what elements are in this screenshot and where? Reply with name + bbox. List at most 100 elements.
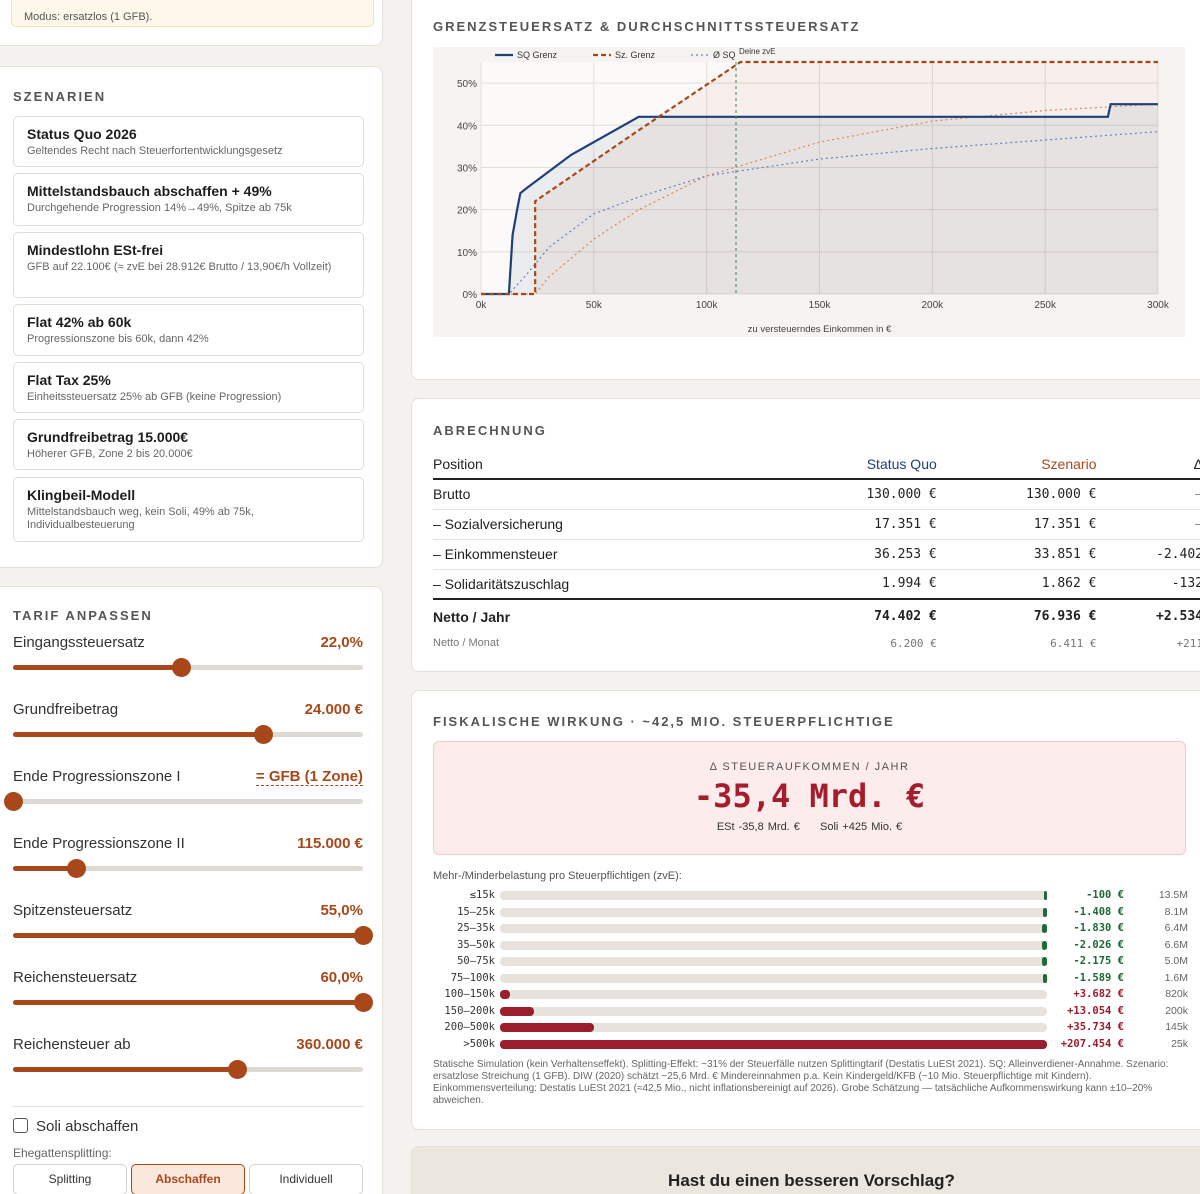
series-line: [481, 103, 1159, 295]
distribution-row: 35–50k -2.026 € 6.6M: [433, 939, 1198, 953]
distribution-category: ≤15k: [469, 889, 495, 901]
slider-fill: [13, 1000, 363, 1005]
scenario-desc: GFB auf 22.100€ (≈ zvE bei 28.912€ Brutt…: [27, 261, 332, 273]
row-sz: 17.351 €: [936, 509, 1097, 540]
row-sz: 6.411 €: [1050, 636, 1097, 650]
cta-card[interactable]: Hast du einen besseren Vorschlag?: [411, 1146, 1200, 1194]
scenario-desc: Geltendes Recht nach Steuerfortentwicklu…: [27, 145, 283, 157]
distribution-category: >500k: [463, 1037, 495, 1050]
slider-track[interactable]: [13, 993, 373, 1012]
x-tick-label: 0k: [476, 300, 488, 311]
distribution-bar: [1042, 924, 1047, 933]
slider-thumb[interactable]: [4, 792, 23, 811]
slider-row: Reichensteuer ab 360.000 €: [13, 1036, 363, 1079]
slider-thumb[interactable]: [67, 859, 86, 878]
slider-track[interactable]: [4, 792, 363, 811]
distribution-bar: [1041, 940, 1047, 950]
slider-label: Ende Progressionszone II: [13, 835, 185, 852]
distribution-count: 1.6M: [1164, 971, 1188, 984]
status-quo-area: [481, 104, 1158, 294]
y-tick-label: 10%: [457, 248, 477, 259]
scenario-title: Flat Tax 25%: [27, 372, 111, 388]
scenario-status-quo[interactable]: Status Quo 2026 Geltendes Recht nach Ste…: [13, 116, 364, 167]
soli-checkbox-row[interactable]: Soli abschaffen: [13, 1118, 138, 1135]
slider-thumb[interactable]: [172, 658, 191, 677]
splitting-option-splitting[interactable]: Splitting: [13, 1164, 127, 1194]
splitting-label: Ehegattensplitting:: [13, 1146, 112, 1160]
slider-thumb[interactable]: [354, 926, 373, 945]
legend-label: Sz. Grenz: [615, 50, 656, 60]
chart-title: GRENZSTEUERSATZ & DURCHSCHNITTSSTEUERSAT…: [433, 19, 861, 34]
distribution-category: 35–50k: [457, 938, 495, 951]
slider-track[interactable]: [13, 725, 363, 744]
splitting-option-abschaffen[interactable]: Abschaffen: [131, 1164, 245, 1194]
impact-est: ESt -35,8 Mrd. €: [716, 821, 800, 833]
slider-value[interactable]: 22,0%: [320, 634, 363, 651]
scenario-desc: Mittelstandsbauch weg, kein Soli, 49% ab…: [27, 506, 254, 531]
slider-thumb[interactable]: [254, 725, 274, 744]
distribution-category: 100–150k: [444, 988, 495, 1000]
y-tick-label: 30%: [457, 163, 477, 174]
slider-thumb[interactable]: [354, 993, 373, 1012]
row-sq: 36.253 €: [770, 539, 937, 570]
scenario-desc: Einheitssteuersatz 25% ab GFB (keine Pro…: [27, 391, 282, 403]
distribution-category: 150–200k: [444, 1004, 495, 1017]
distribution-amount: +35.734 €: [1067, 1021, 1124, 1033]
distribution-amount: +207.454 €: [1060, 1037, 1124, 1050]
slider-value[interactable]: 24.000 €: [304, 701, 363, 718]
distribution-amount: -2.026 €: [1073, 938, 1124, 951]
distribution-count: 25k: [1171, 1037, 1188, 1050]
slider-value[interactable]: 115.000 €: [297, 835, 363, 852]
impact-breakdown: ESt -35,8 Mrd. € Soli +425 Mio. €: [434, 821, 1185, 833]
slider-row: Ende Progressionszone I = GFB (1 Zone): [4, 768, 363, 811]
scenario-klingbeil[interactable]: Klingbeil-Modell Mittelstandsbauch weg, …: [13, 477, 364, 542]
distribution-category: 15–25k: [457, 905, 495, 918]
tax-rate-chart-card: GRENZSTEUERSATZ & DURCHSCHNITTSSTEUERSAT…: [411, 0, 1200, 380]
distribution-count: 145k: [1165, 1021, 1188, 1033]
slider-label: Grundfreibetrag: [13, 701, 119, 718]
distribution-bar-track: [500, 940, 1047, 950]
soli-checkbox[interactable]: [13, 1118, 28, 1133]
distribution-row: 75–100k -1.589 € 1.6M: [433, 972, 1198, 986]
col-szenario: Szenario: [936, 449, 1097, 480]
scenario-flat-tax[interactable]: Flat Tax 25% Einheitssteuersatz 25% ab G…: [13, 362, 364, 413]
scenario-mindestlohn[interactable]: Mindestlohn ESt-frei GFB auf 22.100€ (≈ …: [13, 232, 364, 298]
scenario-grundfreibetrag[interactable]: Grundfreibetrag 15.000€ Höherer GFB, Zon…: [13, 419, 364, 470]
table-row: Brutto 130.000 € 130.000 € –: [433, 479, 1200, 510]
row-sq: 74.402 €: [770, 598, 937, 633]
distribution-bar: [1042, 973, 1047, 983]
slider-value[interactable]: 60,0%: [320, 969, 363, 986]
scenario-title: Mindestlohn ESt-frei: [27, 242, 164, 258]
x-tick-label: 150k: [809, 300, 832, 311]
distribution-title: Mehr-/Minderbelastung pro Steuerpflichti…: [433, 870, 682, 882]
distribution-bar: [1044, 891, 1047, 900]
slider-label: Eingangssteuersatz: [13, 634, 145, 651]
fiskal-panel: FISKALISCHE WIRKUNG · ~42,5 MIO. STEUERP…: [411, 690, 1200, 1130]
distribution-count: 6.4M: [1164, 922, 1188, 934]
slider-track[interactable]: [13, 859, 363, 878]
distribution-bar-track: [500, 1006, 1047, 1016]
distribution-count: 200k: [1165, 1004, 1188, 1017]
slider-value[interactable]: 360.000 €: [296, 1036, 363, 1053]
slider-track[interactable]: [13, 658, 363, 677]
impact-value: -35,4 Mrd. €: [693, 777, 926, 815]
distribution-amount: -100 €: [1086, 889, 1124, 901]
row-sq: 6.200 €: [890, 636, 937, 650]
slider-fill: [13, 665, 181, 670]
slider-track[interactable]: [13, 926, 373, 945]
x-tick-label: 200k: [921, 300, 944, 311]
row-label: Brutto: [433, 479, 771, 510]
scenario-mittelstandsbauch[interactable]: Mittelstandsbauch abschaffen + 49% Durch…: [13, 173, 364, 226]
slider-value[interactable]: 55,0%: [320, 902, 363, 919]
table-header-row: Position Status Quo Szenario Δ: [433, 449, 1200, 480]
splitting-option-individuell[interactable]: Individuell: [249, 1164, 363, 1194]
netto-row: Netto / Jahr 74.402 € 76.936 € +2.534: [433, 598, 1200, 633]
mode-card: Modus: ersatzlos (1 GFB).: [0, 0, 383, 46]
distribution-row: 15–25k -1.408 € 8.1M: [433, 906, 1198, 920]
slider-thumb[interactable]: [228, 1060, 247, 1079]
scenario-flat-42[interactable]: Flat 42% ab 60k Progressionszone bis 60k…: [13, 304, 364, 356]
slider-value[interactable]: = GFB (1 Zone): [255, 768, 363, 786]
slider-track[interactable]: [13, 1060, 363, 1079]
table-row: – Sozialversicherung 17.351 € 17.351 € –: [433, 509, 1200, 540]
footnote: Statische Simulation (kein Verhaltenseff…: [433, 1059, 1169, 1106]
